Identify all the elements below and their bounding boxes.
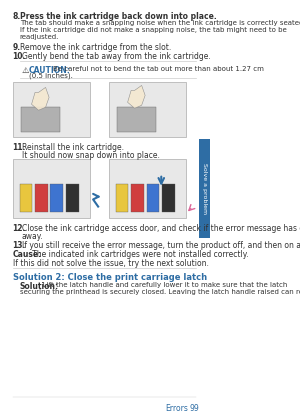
Text: If you still receive the error message, turn the product off, and then on again.: If you still receive the error message, …	[22, 242, 300, 250]
Text: (0.5 inches).: (0.5 inches).	[29, 73, 73, 79]
Text: Gently bend the tab away from the ink cartridge.: Gently bend the tab away from the ink ca…	[22, 51, 211, 61]
Text: It should now snap down into place.: It should now snap down into place.	[22, 151, 160, 160]
Text: Cause:: Cause:	[13, 250, 42, 259]
Text: 12.: 12.	[13, 225, 26, 234]
FancyBboxPatch shape	[20, 184, 32, 212]
Polygon shape	[128, 85, 145, 108]
FancyBboxPatch shape	[131, 184, 144, 212]
Text: CAUTION:: CAUTION:	[29, 66, 70, 75]
Text: The tab should make a snapping noise when the ink cartridge is correctly seated.: The tab should make a snapping noise whe…	[20, 20, 300, 26]
Text: If this did not solve the issue, try the next solution.: If this did not solve the issue, try the…	[13, 259, 208, 268]
FancyBboxPatch shape	[109, 159, 186, 218]
Text: 99: 99	[189, 404, 199, 413]
Text: Solve a problem: Solve a problem	[202, 163, 207, 214]
Text: Lift the latch handle and carefully lower it to make sure that the latch: Lift the latch handle and carefully lowe…	[37, 282, 288, 288]
Text: 10.: 10.	[13, 51, 26, 61]
FancyBboxPatch shape	[109, 83, 186, 137]
FancyBboxPatch shape	[35, 184, 48, 212]
Text: Be careful not to bend the tab out more than about 1.27 cm: Be careful not to bend the tab out more …	[52, 66, 263, 71]
Polygon shape	[32, 88, 49, 110]
FancyBboxPatch shape	[162, 184, 175, 212]
Text: 13.: 13.	[13, 242, 26, 250]
Text: Remove the ink cartridge from the slot.: Remove the ink cartridge from the slot.	[20, 43, 171, 52]
FancyBboxPatch shape	[146, 184, 159, 212]
Text: If the ink cartridge did not make a snapping noise, the tab might need to be: If the ink cartridge did not make a snap…	[20, 27, 286, 33]
Text: 11.: 11.	[13, 143, 26, 152]
Text: readjusted.: readjusted.	[20, 34, 59, 40]
Text: Solution 2: Close the print carriage latch: Solution 2: Close the print carriage lat…	[13, 273, 207, 282]
Text: 8.: 8.	[13, 12, 21, 21]
FancyBboxPatch shape	[50, 184, 63, 212]
FancyBboxPatch shape	[21, 107, 60, 132]
Text: Close the ink cartridge access door, and check if the error message has gone: Close the ink cartridge access door, and…	[22, 225, 300, 234]
Text: Reinstall the ink cartridge.: Reinstall the ink cartridge.	[22, 143, 124, 152]
FancyBboxPatch shape	[116, 184, 128, 212]
Text: Solution:: Solution:	[20, 282, 59, 291]
FancyBboxPatch shape	[13, 83, 90, 137]
FancyBboxPatch shape	[199, 139, 210, 238]
Text: 9.: 9.	[13, 43, 21, 52]
Text: The indicated ink cartridges were not installed correctly.: The indicated ink cartridges were not in…	[25, 250, 248, 259]
Text: Press the ink cartridge back down into place.: Press the ink cartridge back down into p…	[20, 12, 216, 21]
Text: Errors: Errors	[165, 404, 188, 413]
FancyBboxPatch shape	[66, 184, 79, 212]
Text: securing the printhead is securely closed. Leaving the latch handle raised can r: securing the printhead is securely close…	[20, 289, 300, 295]
Text: away.: away.	[22, 232, 43, 242]
Text: ⚠: ⚠	[22, 66, 29, 75]
FancyBboxPatch shape	[117, 107, 156, 132]
FancyBboxPatch shape	[13, 159, 90, 218]
